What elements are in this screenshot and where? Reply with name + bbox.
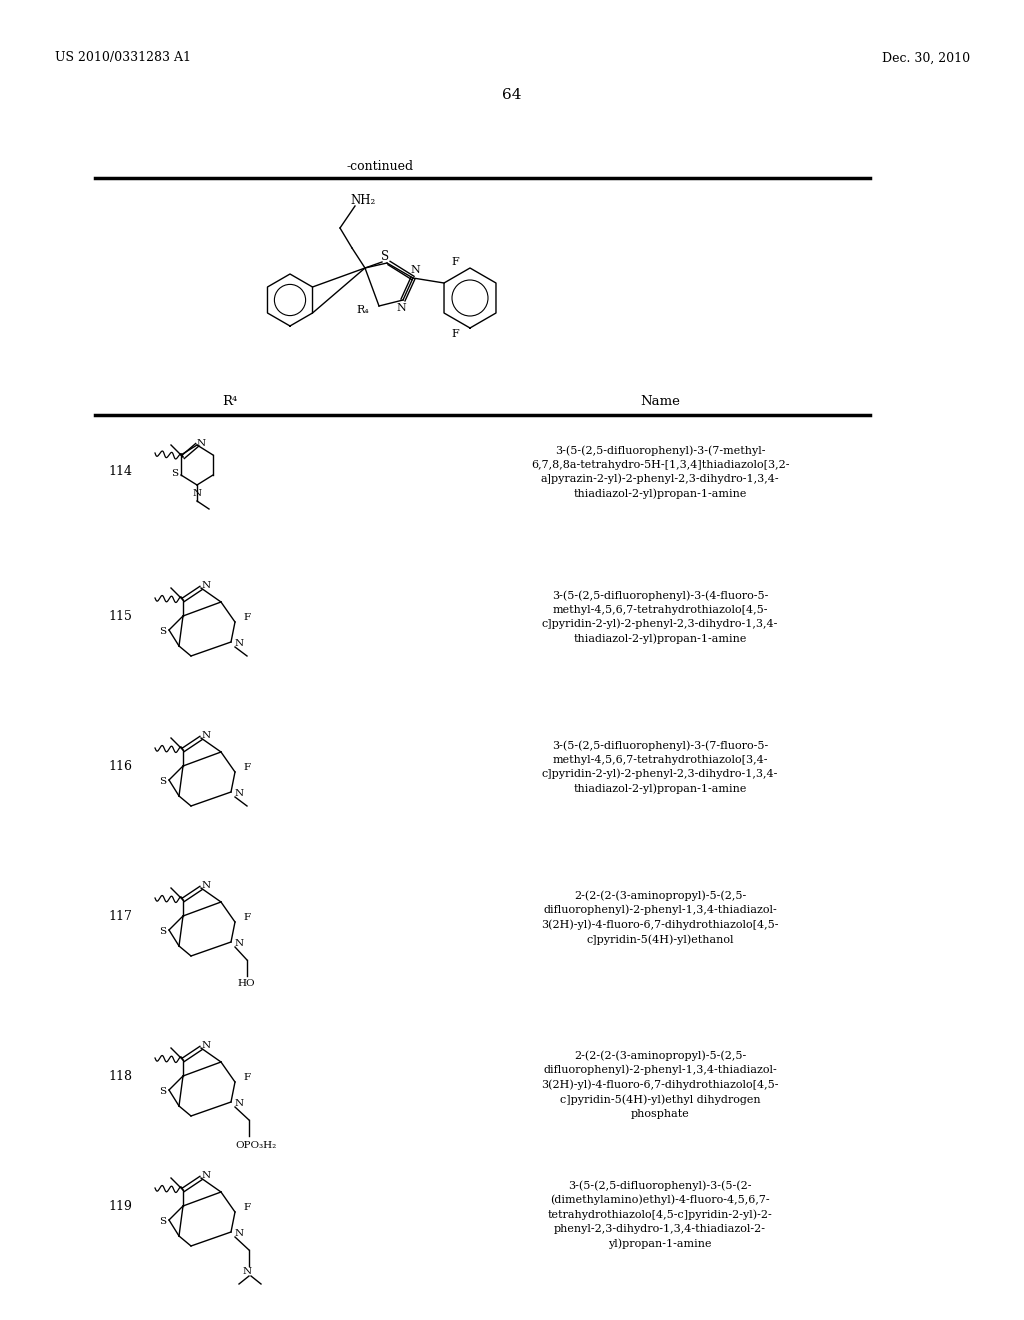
Text: 3-(5-(2,5-difluorophenyl)-3-(5-(2-
(dimethylamino)ethyl)-4-fluoro-4,5,6,7-
tetra: 3-(5-(2,5-difluorophenyl)-3-(5-(2- (dime…	[548, 1180, 772, 1249]
Text: N: N	[202, 581, 211, 590]
Text: N: N	[243, 1267, 252, 1276]
Text: F: F	[452, 257, 459, 267]
Text: N: N	[234, 639, 244, 648]
Text: Name: Name	[640, 395, 680, 408]
Text: N: N	[193, 488, 202, 498]
Text: 3-(5-(2,5-difluorophenyl)-3-(7-fluoro-5-
methyl-4,5,6,7-tetrahydrothiazolo[3,4-
: 3-(5-(2,5-difluorophenyl)-3-(7-fluoro-5-…	[542, 741, 778, 795]
Text: S: S	[381, 251, 389, 264]
Text: 2-(2-(2-(3-aminopropyl)-5-(2,5-
difluorophenyl)-2-phenyl-1,3,4-thiadiazol-
3(2H): 2-(2-(2-(3-aminopropyl)-5-(2,5- difluoro…	[542, 1049, 778, 1119]
Text: 114: 114	[108, 465, 132, 478]
Text: N: N	[202, 880, 211, 890]
Text: S: S	[160, 777, 167, 787]
Text: 118: 118	[108, 1071, 132, 1082]
Text: N: N	[202, 730, 211, 739]
Text: S: S	[171, 469, 178, 478]
Text: 2-(2-(2-(3-aminopropyl)-5-(2,5-
difluorophenyl)-2-phenyl-1,3,4-thiadiazol-
3(2H): 2-(2-(2-(3-aminopropyl)-5-(2,5- difluoro…	[542, 890, 778, 945]
Text: S: S	[160, 1217, 167, 1226]
Text: S: S	[160, 627, 167, 636]
Text: R⁴: R⁴	[222, 395, 238, 408]
Text: S: S	[160, 1088, 167, 1097]
Text: F: F	[244, 913, 251, 923]
Text: N: N	[234, 1100, 244, 1109]
Text: N: N	[202, 1171, 211, 1180]
Text: F: F	[244, 763, 251, 772]
Text: US 2010/0331283 A1: US 2010/0331283 A1	[55, 51, 191, 65]
Text: OPO₃H₂: OPO₃H₂	[234, 1142, 276, 1151]
Text: N: N	[197, 438, 206, 447]
Text: R₄: R₄	[356, 305, 370, 315]
Text: F: F	[244, 1204, 251, 1213]
Text: F: F	[244, 1073, 251, 1082]
Text: N: N	[234, 1229, 244, 1238]
Text: 64: 64	[502, 88, 522, 102]
Text: 116: 116	[108, 760, 132, 774]
Text: -continued: -continued	[346, 160, 414, 173]
Text: Dec. 30, 2010: Dec. 30, 2010	[882, 51, 970, 65]
Text: N: N	[411, 265, 420, 275]
Text: 3-(5-(2,5-difluorophenyl)-3-(4-fluoro-5-
methyl-4,5,6,7-tetrahydrothiazolo[4,5-
: 3-(5-(2,5-difluorophenyl)-3-(4-fluoro-5-…	[542, 590, 778, 644]
Text: 119: 119	[108, 1200, 132, 1213]
Text: 115: 115	[108, 610, 132, 623]
Text: HO: HO	[237, 979, 255, 989]
Text: F: F	[452, 329, 459, 339]
Text: F: F	[244, 614, 251, 623]
Text: S: S	[160, 928, 167, 936]
Text: NH₂: NH₂	[350, 194, 376, 206]
Text: 117: 117	[108, 909, 132, 923]
Text: N: N	[234, 940, 244, 949]
Text: N: N	[234, 789, 244, 799]
Text: 3-(5-(2,5-difluorophenyl)-3-(7-methyl-
6,7,8,8a-tetrahydro-5H-[1,3,4]thiadiazolo: 3-(5-(2,5-difluorophenyl)-3-(7-methyl- 6…	[530, 445, 790, 499]
Text: N: N	[202, 1040, 211, 1049]
Text: N: N	[396, 304, 406, 313]
